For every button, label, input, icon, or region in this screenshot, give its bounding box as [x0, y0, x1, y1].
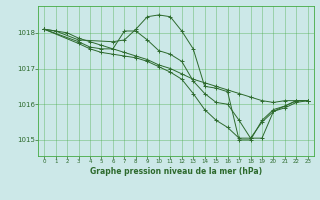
X-axis label: Graphe pression niveau de la mer (hPa): Graphe pression niveau de la mer (hPa) — [90, 167, 262, 176]
